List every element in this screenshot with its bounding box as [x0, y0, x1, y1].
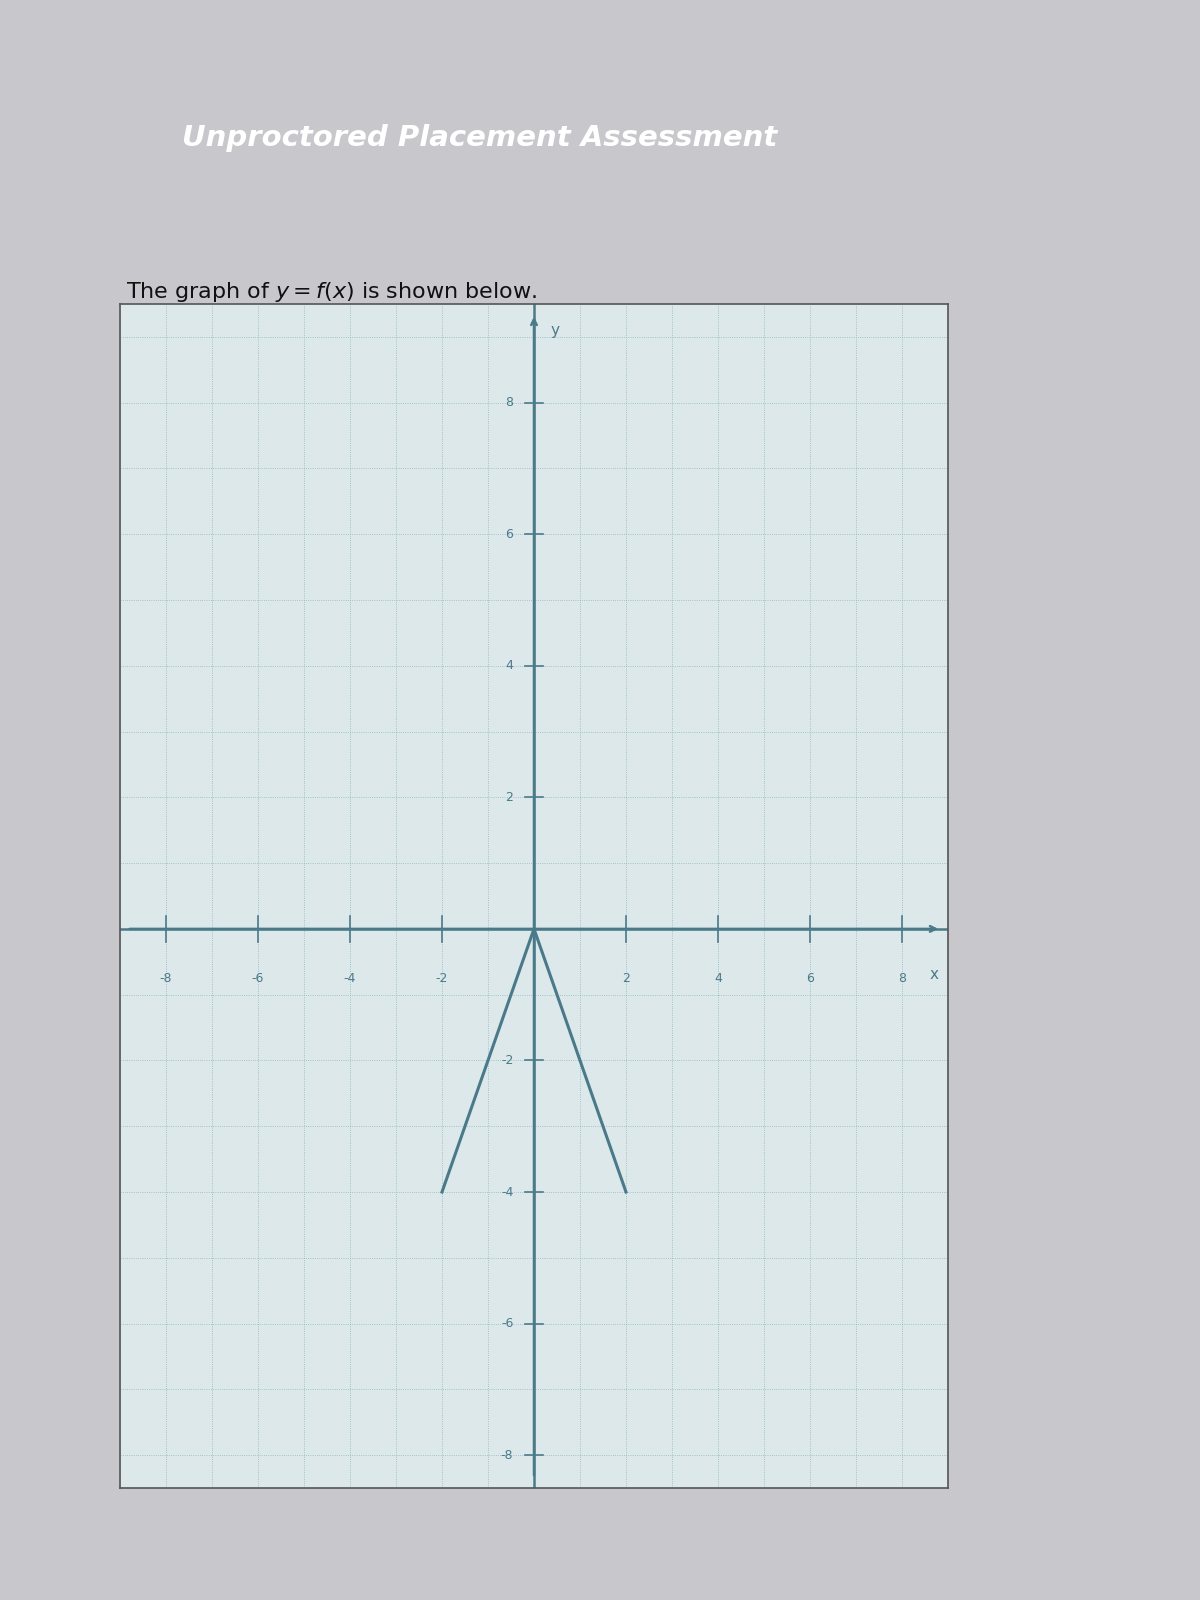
- Text: -6: -6: [252, 971, 264, 984]
- Text: Unproctored Placement Assessment: Unproctored Placement Assessment: [182, 123, 778, 152]
- Text: Draw the graph of $y = \dfrac{1}{2}f(x)$.: Draw the graph of $y = \dfrac{1}{2}f(x)$…: [126, 368, 457, 414]
- Text: 8: 8: [898, 971, 906, 984]
- Text: -8: -8: [160, 971, 173, 984]
- Text: y: y: [550, 323, 559, 338]
- Text: 6: 6: [806, 971, 814, 984]
- Text: The graph of $y=f(x)$ is shown below.: The graph of $y=f(x)$ is shown below.: [126, 280, 538, 304]
- Text: 4: 4: [505, 659, 514, 672]
- Text: -4: -4: [500, 1186, 514, 1198]
- Text: -8: -8: [500, 1448, 514, 1462]
- Text: 2: 2: [505, 790, 514, 803]
- Text: 4: 4: [714, 971, 722, 984]
- Text: -2: -2: [500, 1054, 514, 1067]
- Text: 8: 8: [505, 397, 514, 410]
- Text: 2: 2: [622, 971, 630, 984]
- Text: x: x: [930, 968, 938, 982]
- Text: -6: -6: [500, 1317, 514, 1330]
- Text: -2: -2: [436, 971, 448, 984]
- Text: -4: -4: [344, 971, 356, 984]
- Text: 6: 6: [505, 528, 514, 541]
